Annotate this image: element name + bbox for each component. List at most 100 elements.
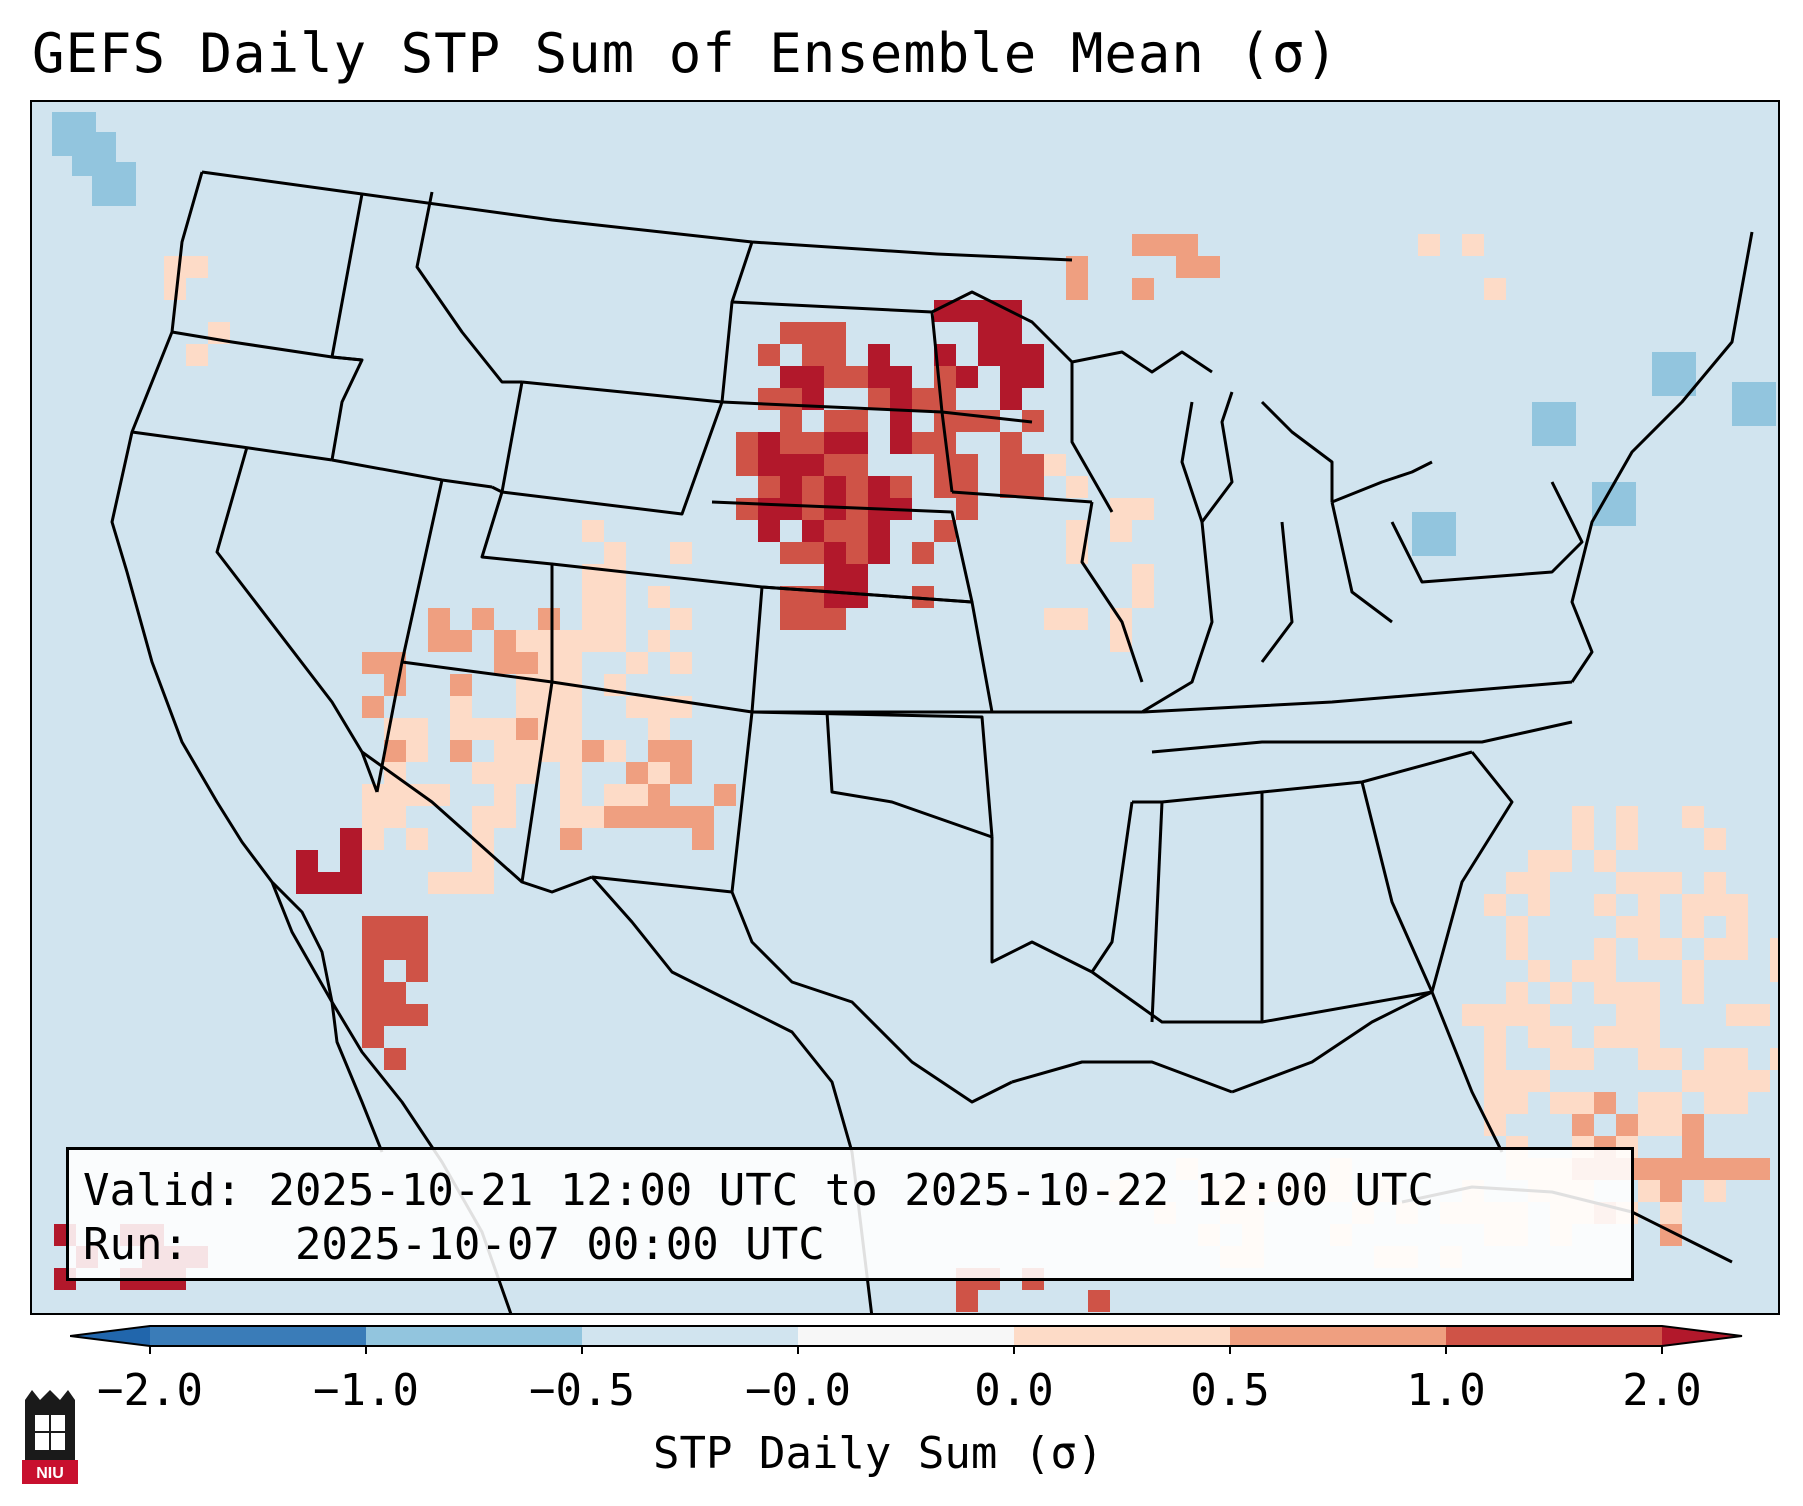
anomaly-cell [516, 740, 538, 762]
anomaly-cell [626, 652, 648, 674]
anomaly-cell [1506, 982, 1528, 1004]
anomaly-cell [604, 586, 626, 608]
anomaly-cell [1594, 938, 1616, 960]
anomaly-cell [846, 476, 868, 498]
anomaly-cell [582, 740, 604, 762]
anomaly-cell [802, 366, 824, 388]
anomaly-cell [934, 300, 956, 322]
run-label: Run: [83, 1219, 189, 1270]
anomaly-cell [1412, 512, 1456, 556]
anomaly-cell [1550, 850, 1572, 872]
anomaly-cell [670, 806, 692, 828]
anomaly-cell [736, 454, 758, 476]
anomaly-cell [1110, 498, 1132, 520]
anomaly-cell [824, 608, 846, 630]
anomaly-cell [824, 564, 846, 586]
anomaly-cell [406, 938, 428, 960]
anomaly-cell [934, 454, 956, 476]
anomaly-cell [1726, 1048, 1748, 1070]
anomaly-cell [802, 498, 824, 520]
anomaly-cell [868, 520, 890, 542]
anomaly-cell [824, 520, 846, 542]
anomaly-cell [604, 564, 626, 586]
anomaly-cell [384, 916, 406, 938]
anomaly-cell [450, 630, 472, 652]
anomaly-cell [956, 498, 978, 520]
anomaly-cell [494, 630, 516, 652]
anomaly-cell [780, 542, 802, 564]
anomaly-cell [868, 344, 890, 366]
anomaly-cell [1572, 960, 1594, 982]
anomaly-cell [1000, 476, 1022, 498]
chart-title: GEFS Daily STP Sum of Ensemble Mean (σ) [32, 22, 1339, 85]
anomaly-cell [868, 388, 890, 410]
anomaly-cell [1484, 894, 1506, 916]
anomaly-cell [604, 740, 626, 762]
anomaly-cell [472, 806, 494, 828]
anomaly-cell [758, 344, 780, 366]
anomaly-cell [1770, 1048, 1778, 1070]
anomaly-cell [1638, 894, 1660, 916]
anomaly-cell [1132, 278, 1154, 300]
anomaly-cell [1000, 432, 1022, 454]
anomaly-cell [560, 718, 582, 740]
anomaly-cell [824, 322, 846, 344]
anomaly-cell [1616, 982, 1638, 1004]
anomaly-cell [1616, 806, 1638, 828]
anomaly-cell [1000, 344, 1022, 366]
anomaly-cell [934, 520, 956, 542]
anomaly-cell [1638, 1092, 1660, 1114]
colorbar-extend-high [1662, 1326, 1742, 1346]
anomaly-cell [560, 740, 582, 762]
anomaly-cell [560, 828, 582, 850]
anomaly-cell [1638, 1048, 1660, 1070]
anomaly-cell [428, 630, 450, 652]
anomaly-cell [1704, 1158, 1726, 1180]
anomaly-cell [1704, 828, 1726, 850]
anomaly-cell [1594, 894, 1616, 916]
anomaly-cell [1528, 1004, 1550, 1026]
anomaly-cell [1594, 850, 1616, 872]
anomaly-cell [1638, 872, 1660, 894]
anomaly-cell [538, 630, 560, 652]
anomaly-cell [1066, 608, 1088, 630]
anomaly-cell [1638, 916, 1660, 938]
anomaly-cell [802, 344, 824, 366]
anomaly-cell [824, 410, 846, 432]
anomaly-cell [1506, 872, 1528, 894]
anomaly-cell [1484, 1004, 1506, 1026]
anomaly-cell [1660, 1048, 1682, 1070]
anomaly-cell [1110, 520, 1132, 542]
colorbar-tick-label: −0.5 [529, 1365, 635, 1416]
anomaly-cell [362, 938, 384, 960]
anomaly-cell [582, 608, 604, 630]
anomaly-cell [648, 762, 670, 784]
anomaly-cell [1660, 938, 1682, 960]
anomaly-cell [1000, 366, 1022, 388]
map-canvas [52, 112, 1778, 1313]
anomaly-cell [604, 784, 626, 806]
anomaly-cell [1748, 1004, 1770, 1026]
anomaly-cell [472, 850, 494, 872]
anomaly-cell [1638, 1004, 1660, 1026]
anomaly-cell [1550, 1092, 1572, 1114]
anomaly-cell [1198, 256, 1220, 278]
anomaly-cell [780, 608, 802, 630]
colorbar-tick-label: 0.0 [974, 1365, 1054, 1416]
anomaly-cell [1176, 256, 1198, 278]
anomaly-cell [1704, 1048, 1726, 1070]
anomaly-cell [1616, 828, 1638, 850]
anomaly-cell [362, 982, 384, 1004]
anomaly-cell [1506, 1092, 1528, 1114]
anomaly-cell [1726, 894, 1748, 916]
anomaly-cell [604, 806, 626, 828]
anomaly-cell [1022, 454, 1044, 476]
anomaly-cell [1462, 1004, 1484, 1026]
anomaly-cell [384, 1004, 406, 1026]
anomaly-cell [1732, 382, 1776, 426]
anomaly-cell [1594, 1026, 1616, 1048]
anomaly-cell [1770, 938, 1778, 960]
anomaly-cell [1000, 454, 1022, 476]
anomaly-cell [362, 652, 384, 674]
anomaly-cell [362, 1026, 384, 1048]
